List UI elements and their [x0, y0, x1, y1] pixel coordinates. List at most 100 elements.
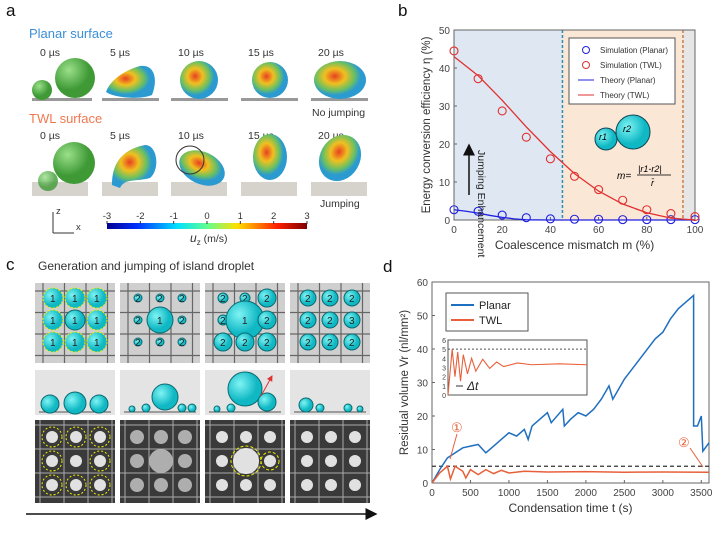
x-tick-label: 500	[462, 488, 479, 499]
y-tick-label: 50	[417, 312, 429, 323]
droplet	[257, 392, 277, 412]
planar-substrate	[241, 98, 298, 101]
droplet-generation-label: 2	[135, 294, 141, 305]
colorbar-unit: (m/s)	[201, 233, 228, 245]
droplet	[63, 391, 87, 415]
time-label: 10 µs	[178, 47, 204, 59]
condensate-droplet	[130, 478, 144, 492]
condensate-droplet	[216, 431, 228, 443]
x-tick-label: 3000	[652, 488, 675, 499]
droplet	[343, 311, 361, 329]
droplet	[217, 292, 229, 304]
condensate-droplet	[301, 455, 313, 467]
x-tick-label: 60	[593, 225, 605, 236]
data-point	[594, 185, 604, 195]
condensate-droplet	[240, 479, 252, 491]
highlight-circle	[41, 450, 63, 472]
droplet	[299, 311, 317, 329]
condensate-droplet	[325, 455, 337, 467]
colorbar-subscript: z	[197, 238, 201, 247]
y-tick-label: 20	[417, 412, 429, 423]
droplet-generation-label: 2	[220, 338, 226, 349]
droplet	[133, 315, 143, 325]
inset-y-tick-label: 2	[442, 375, 446, 382]
coalesced-droplet	[180, 61, 218, 99]
planar-substrate	[171, 98, 228, 101]
marker-1: ①	[451, 420, 463, 435]
droplet	[177, 293, 187, 303]
jumping-label: Jumping	[320, 198, 360, 210]
droplet	[321, 289, 339, 307]
droplet-generation-label: 1	[94, 338, 100, 349]
panel-c: Generation and jumping of island droplet…	[26, 259, 378, 520]
droplet	[321, 333, 339, 351]
condensate-droplet	[46, 479, 58, 491]
droplet-generation-label: 2	[179, 338, 185, 349]
droplet	[133, 293, 143, 303]
condensate-droplet	[240, 431, 252, 443]
data-point	[569, 214, 580, 224]
planar-surface-title: Planar surface	[29, 26, 113, 41]
droplet	[299, 289, 317, 307]
droplet-generation-label: 2	[327, 294, 333, 305]
droplet	[155, 337, 165, 347]
droplet	[257, 332, 277, 352]
condensate-droplet	[264, 479, 276, 491]
x-tick-label: 0	[451, 225, 457, 236]
droplet	[257, 288, 277, 308]
droplet-generation-label: 1	[94, 294, 100, 305]
y-tick-label: 40	[417, 345, 429, 356]
condensate-droplet	[349, 431, 361, 443]
highlight-circle	[89, 474, 111, 496]
y-axis-label: Residual volume Vr (nl/mm²)	[399, 310, 411, 455]
twl-surface-title: TWL surface	[29, 111, 102, 126]
region-95-100	[682, 30, 695, 220]
condensate-droplet	[178, 430, 192, 444]
legend	[568, 37, 676, 105]
x-tick-label: 100	[687, 225, 704, 236]
condensate-droplet	[264, 455, 276, 467]
data-point	[642, 205, 652, 215]
condensate-droplet	[149, 449, 173, 473]
droplet	[177, 315, 187, 325]
droplet	[42, 309, 64, 331]
droplet-generation-label: 1	[50, 316, 56, 327]
droplet	[64, 287, 86, 309]
condensate-droplet	[70, 431, 82, 443]
droplet-generation-label: 1	[242, 316, 248, 327]
droplet-generation-label: 2	[157, 294, 163, 305]
droplet-generation-label: 2	[349, 338, 355, 349]
y-tick-label: 40	[439, 64, 451, 75]
highlight-circle	[89, 450, 111, 472]
coalescing-droplet	[112, 145, 157, 188]
inset-y-tick-label: 1	[442, 384, 446, 391]
condensate-droplet	[130, 430, 144, 444]
legend-label: Theory (TWL)	[600, 91, 650, 100]
condensate-droplet	[264, 431, 276, 443]
colorbar	[107, 223, 307, 229]
marker-2: ②	[678, 435, 690, 450]
x-axis-label: Condensation time t (s)	[508, 501, 632, 515]
x-tick-label: 80	[641, 225, 653, 236]
droplet	[321, 311, 339, 329]
droplet-generation-label: 2	[220, 316, 226, 327]
panel-c-title: Generation and jumping of island droplet	[38, 259, 255, 273]
droplet-generation-label: 2	[264, 338, 270, 349]
panel-a: Planar surface TWL surface 0 µs 5 µs 10 µs…	[29, 26, 368, 247]
time-label: 20 µs	[318, 47, 344, 59]
droplet-generation-label: 2	[264, 294, 270, 305]
colorbar-tick-label: -1	[169, 211, 177, 222]
droplet	[343, 403, 353, 413]
droplet	[64, 309, 86, 331]
condensate-droplet	[349, 455, 361, 467]
legend	[445, 292, 529, 332]
legend-label: Simulation (Planar)	[600, 46, 668, 55]
planar-substrate	[102, 98, 159, 101]
colorbar-tick-label: 3	[304, 211, 309, 222]
droplet	[235, 332, 255, 352]
panel-b-chart: 0 20 40 60 80 100 0 10 20 30 40 50 Coalescence misma…	[421, 26, 704, 257]
droplet-large	[53, 142, 95, 184]
droplet-small	[32, 80, 52, 100]
panel-label-a: a	[6, 1, 16, 20]
x-tick-label: 2500	[613, 488, 636, 499]
